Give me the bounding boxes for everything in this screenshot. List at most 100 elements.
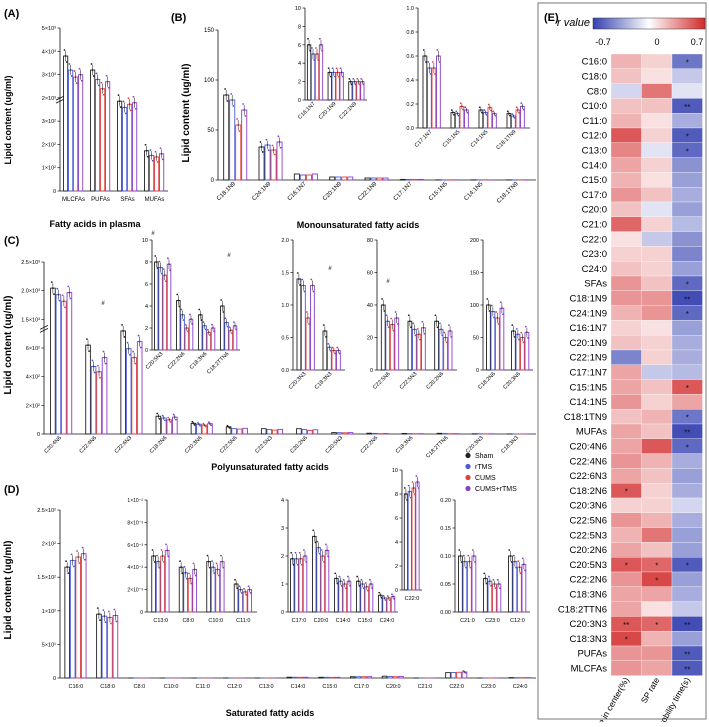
panel-a-category-label: PUFAs (91, 197, 110, 203)
panel-c-inset-3-data-point (450, 336, 452, 338)
panel-c-inset-2-data-point (339, 353, 341, 355)
heatmap-cell (642, 380, 673, 395)
panel-c-data-point (208, 421, 210, 423)
panel-c-inset-2-data-point (299, 284, 301, 286)
heatmap-row-label: C17:1N7 (570, 367, 608, 378)
heatmap-cell (642, 246, 673, 261)
heatmap-cell (642, 128, 673, 143)
panel-d-inset-2-tick-label: 1 (281, 582, 284, 588)
panel-c-inset-1-data-point (191, 323, 193, 325)
panel-d-inset-2-data-point (301, 564, 303, 566)
heatmap-cell (642, 217, 673, 232)
panel-c-inset-1-data-point (227, 326, 229, 328)
panel-b-inset-1-data-point (360, 78, 362, 80)
panel-d-inset-2-data-point (356, 576, 358, 578)
heatmap-column-label: SP rate (639, 675, 662, 705)
panel-c-category-label: C18:2TTN6 (425, 435, 449, 459)
panel-b-inset-2-bar (437, 56, 441, 128)
panel-d-data-point (108, 611, 110, 613)
panel-d-inset-4-data-point (467, 555, 469, 557)
panel-c-inset-1-data-point (165, 280, 167, 282)
panel-c-inset-1-bar (159, 268, 163, 351)
heatmap-cell (611, 246, 642, 261)
panel-c-inset-4-bar (500, 308, 504, 370)
panel-c-data-point (175, 419, 177, 421)
heatmap-row-label: C11:0 (582, 116, 607, 127)
panel-c-inset-3-data-point (417, 328, 419, 330)
panel-c-bar (437, 433, 442, 434)
heatmap-row-label: C8:0 (587, 86, 607, 97)
panel-b-data-point (224, 88, 226, 90)
panel-b-bar (383, 178, 388, 180)
panel-d-inset-1-data-point (167, 556, 169, 558)
panel-d-inset-1-data-point (195, 575, 197, 577)
panel-d-inset-2-tick-label: 0 (281, 610, 284, 616)
panel-label-c: (C) (4, 235, 20, 247)
panel-c-category-label: C20:4N6 (43, 435, 63, 455)
panel-d-tick-label: 1×10² (42, 609, 56, 615)
panel-d-inset-1-data-point (158, 567, 160, 569)
panel-d-inset-1-category-label: C13:0 (153, 618, 168, 624)
panel-d-inset-1-data-point (241, 592, 243, 594)
panel-d-inset-4-tick-label: 0.15 (440, 526, 451, 532)
panel-d-inset-3-tick-label: 8 (395, 492, 398, 498)
panel-b-inset-1-data-point (307, 38, 309, 40)
panel-c-tick-label: 0 (37, 432, 40, 438)
panel-c-bar (243, 428, 248, 434)
panel-a-bar (69, 70, 73, 191)
panel-c-inset-1-bar (167, 264, 171, 350)
panel-c-inset-3-data-point (392, 330, 394, 332)
panel-b-inset-2-tick-label: 0.2 (406, 102, 414, 108)
panel-d-data-point (102, 609, 104, 611)
panel-c-data-point (56, 288, 58, 290)
heatmap-significance: * (625, 562, 628, 571)
panel-a-data-point (93, 75, 95, 77)
panel-c-inset-3-data-point (446, 341, 448, 343)
panel-d-inset-1-data-point (179, 560, 181, 562)
heatmap-cell (611, 468, 642, 483)
panel-d-inset-4-data-point (517, 560, 519, 562)
panel-d-inset-2-data-point (389, 599, 391, 601)
panel-c-inset-3-data-point (388, 326, 390, 328)
heatmap-layer: C16:0*C18:0C8:0C10:0**C11:0C12:0*C13:0*C… (558, 54, 703, 722)
panel-d-inset-2-data-point (295, 552, 297, 554)
heatmap-significance: ** (623, 621, 629, 630)
panel-c-inset-3-category-label: C22:5N3 (399, 371, 419, 391)
heatmap-cell (611, 365, 642, 380)
heatmap-cell (611, 232, 642, 247)
panel-d-inset-2-data-point (339, 576, 341, 578)
panel-c-inset-1-data-point (209, 334, 211, 336)
panel-a-tick-label: 5×10³ (42, 26, 56, 32)
panel-c-data-point (105, 363, 107, 365)
panel-b-inset-2-data-point (432, 61, 434, 63)
heatmap-cell (672, 587, 703, 602)
panel-c-inset-2-tick-label: 1.0 (281, 303, 289, 309)
panel-c-inset-1-data-point (159, 261, 161, 263)
legend-marker (465, 464, 470, 469)
heatmap-cell (642, 424, 673, 439)
panel-d-tick-label: 5×10¹ (42, 642, 56, 648)
y-axis-title-c: Lipid content (ug/ml) (3, 296, 14, 395)
panel-d-inset-4-data-point (520, 572, 522, 574)
panel-b-inset-1-bar (319, 45, 322, 100)
panel-c-inset-1-data-point (201, 319, 203, 321)
panel-a-data-point (160, 147, 162, 149)
panel-c-inset-1-data-point (163, 268, 165, 270)
panel-c-inset-3-data-point (444, 332, 446, 334)
panel-d-inset-1-data-point (222, 567, 224, 569)
panel-c-inset-2-data-point (330, 350, 332, 352)
panel-c-inset-1-data-point (185, 324, 187, 326)
panel-b-inset-1-data-point (317, 59, 319, 61)
panel-b-inset-1-data-point (348, 78, 350, 80)
panel-d-data-point (73, 566, 75, 568)
panel-d-inset-2-data-point (393, 598, 395, 600)
panel-b-bar (365, 178, 370, 180)
panel-d-inset-4-data-point (490, 585, 492, 587)
heatmap-cell (611, 128, 642, 143)
panel-a-data-point (98, 84, 100, 86)
panel-c-data-point (123, 336, 125, 338)
panel-c-inset-1-bar (177, 301, 181, 351)
panel-c-inset-2-bar (297, 279, 301, 370)
panel-b-inset-2-bar (428, 68, 432, 128)
